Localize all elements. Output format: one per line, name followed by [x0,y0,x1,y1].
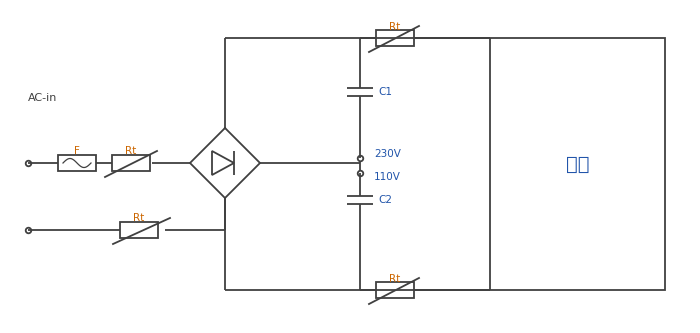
Text: C2: C2 [378,195,392,205]
Bar [490,38,665,290]
Bar [112,155,150,171]
Text: F: F [74,146,80,156]
Bar [376,30,414,46]
Bar [120,222,158,238]
Text: Rt: Rt [125,146,136,156]
Text: 负载: 负载 [566,155,589,173]
Text: Rt: Rt [134,213,145,223]
Bar [58,155,96,171]
Text: AC-in: AC-in [28,93,57,103]
Text: Rt: Rt [389,22,400,32]
Text: C1: C1 [378,87,392,97]
Text: 230V: 230V [374,149,401,159]
Bar [376,282,414,298]
Text: Rt: Rt [389,274,400,284]
Text: 110V: 110V [374,172,400,182]
